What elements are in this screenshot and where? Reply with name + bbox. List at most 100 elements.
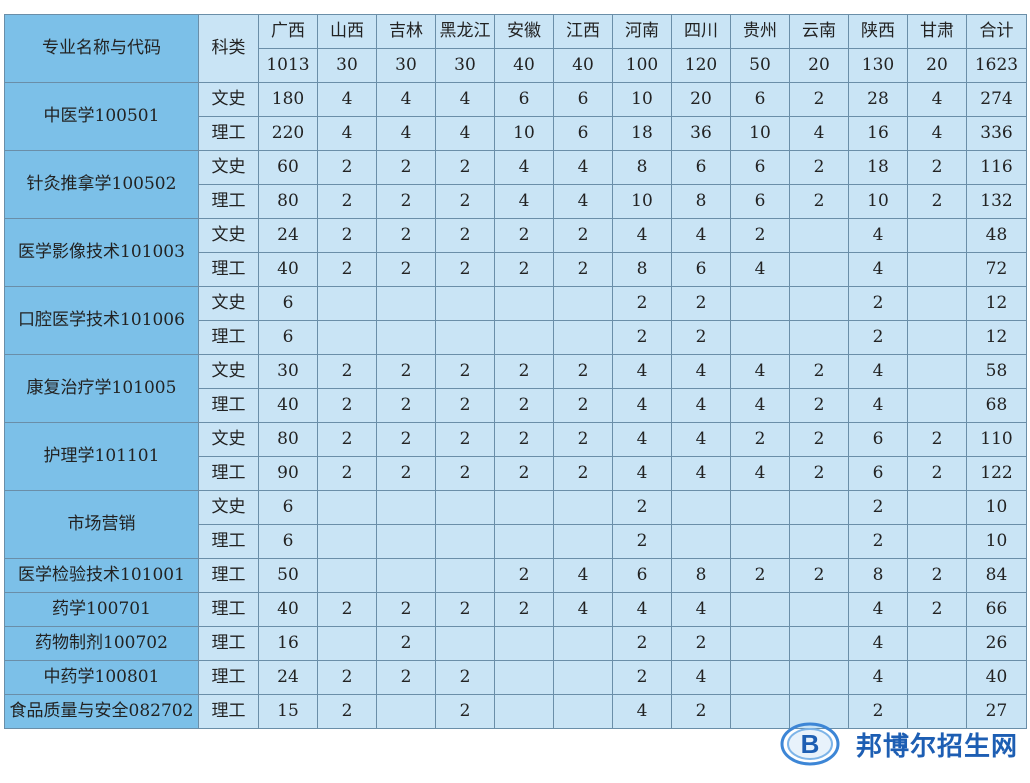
subject-type: 理工 (198, 252, 259, 287)
quota-cell: 2 (376, 252, 436, 287)
major-name: 药学100701 (4, 592, 199, 627)
quota-cell: 2 (848, 286, 908, 321)
major-name: 中药学100801 (4, 660, 199, 695)
quota-cell: 24 (258, 660, 318, 695)
quota-cell: 2 (435, 252, 495, 287)
quota-cell: 2 (494, 252, 554, 287)
province-total: 30 (317, 48, 377, 83)
header-row-provinces: 专业名称与代码 科类 广西 山西 吉林 黑龙江 安徽 江西 河南 四川 贵州 云南 陕西 甘肃 合计 (4, 14, 1027, 83)
quota-cell: 2 (435, 218, 495, 253)
quota-cell: 4 (848, 252, 908, 287)
quota-cell (730, 524, 790, 559)
province-header: 河南 (612, 14, 672, 49)
quota-cell: 2 (317, 592, 377, 627)
quota-cell: 4 (612, 456, 672, 491)
subject-type: 理工 (198, 592, 259, 627)
quota-cell: 4 (848, 660, 908, 695)
quota-cell: 4 (553, 150, 613, 185)
quota-cell: 2 (317, 354, 377, 389)
quota-cell: 10 (612, 82, 672, 117)
province-header: 安徽 (494, 14, 554, 49)
subject-type: 文史 (198, 150, 259, 185)
quota-cell: 18 (848, 150, 908, 185)
major-name: 食品质量与安全082702 (4, 694, 199, 729)
province-total: 30 (435, 48, 495, 83)
quota-cell (376, 558, 436, 593)
table-row: 中药学100801 理工 24 2 2 2 2 4 4 40 (4, 660, 1027, 695)
quota-cell: 6 (494, 82, 554, 117)
quota-cell (494, 524, 554, 559)
table-row: 医学检验技术101001 理工 50 2 4 6 8 2 2 8 2 84 (4, 558, 1027, 593)
subject-type: 理工 (198, 660, 259, 695)
major-name: 药物制剂100702 (4, 626, 199, 661)
table-row: 针灸推拿学100502 文史 60 2 2 2 4 4 8 6 6 2 18 2 116 (4, 150, 1027, 219)
quota-cell (907, 694, 967, 729)
quota-cell: 4 (848, 354, 908, 389)
quota-cell: 110 (966, 422, 1027, 457)
quota-cell (376, 490, 436, 525)
quota-cell: 220 (258, 116, 318, 151)
quota-cell: 6 (258, 286, 318, 321)
quota-cell: 6 (848, 422, 908, 457)
quota-cell: 6 (671, 252, 731, 287)
quota-cell (553, 660, 613, 695)
major-name: 护理学101101 (4, 422, 199, 491)
quota-cell: 10 (966, 524, 1027, 559)
province-total: 30 (376, 48, 436, 83)
province-total: 100 (612, 48, 672, 83)
quota-cell: 4 (494, 150, 554, 185)
quota-cell (494, 320, 554, 355)
quota-cell: 2 (789, 422, 849, 457)
quota-cell: 2 (612, 626, 672, 661)
quota-cell: 2 (494, 422, 554, 457)
quota-cell: 72 (966, 252, 1027, 287)
quota-cell: 336 (966, 116, 1027, 151)
quota-cell (671, 524, 731, 559)
quota-cell (907, 490, 967, 525)
quota-cell (671, 490, 731, 525)
quota-cell: 2 (376, 422, 436, 457)
quota-cell: 4 (730, 252, 790, 287)
subject-type: 理工 (198, 116, 259, 151)
province-total: 120 (671, 48, 731, 83)
quota-cell (317, 490, 377, 525)
quota-cell: 6 (612, 558, 672, 593)
province-total: 20 (907, 48, 967, 83)
quota-cell (553, 490, 613, 525)
quota-cell: 2 (612, 524, 672, 559)
quota-cell: 2 (494, 218, 554, 253)
quota-cell: 274 (966, 82, 1027, 117)
quota-cell: 2 (435, 354, 495, 389)
major-name: 中医学100501 (4, 82, 199, 151)
quota-cell: 40 (258, 252, 318, 287)
table-row: 食品质量与安全082702 理工 15 2 2 4 2 2 27 (4, 694, 1027, 729)
quota-cell: 4 (730, 456, 790, 491)
table-row: 理工 6 2 2 2 12 (5, 320, 1027, 355)
quota-cell (907, 218, 967, 253)
quota-cell (435, 558, 495, 593)
quota-cell: 4 (907, 82, 967, 117)
table-row: 药物制剂100702 理工 16 2 2 2 4 26 (4, 626, 1027, 661)
quota-cell (317, 286, 377, 321)
subject-type: 文史 (198, 218, 259, 253)
major-name: 针灸推拿学100502 (4, 150, 199, 219)
quota-cell: 2 (789, 558, 849, 593)
quota-cell: 10 (848, 184, 908, 219)
quota-cell: 2 (376, 456, 436, 491)
major-name: 医学影像技术101003 (4, 218, 199, 287)
quota-cell: 2 (612, 286, 672, 321)
quota-cell (907, 354, 967, 389)
table-row: 理工 6 2 2 10 (5, 524, 1027, 559)
province-header: 黑龙江 (435, 14, 495, 49)
quota-cell (730, 490, 790, 525)
quota-cell: 4 (317, 116, 377, 151)
province-total: 40 (553, 48, 613, 83)
quota-cell: 2 (317, 184, 377, 219)
quota-cell: 2 (435, 388, 495, 423)
quota-cell: 4 (671, 660, 731, 695)
quota-cell: 116 (966, 150, 1027, 185)
quota-cell (730, 320, 790, 355)
quota-cell: 2 (848, 320, 908, 355)
watermark-text: 邦博尔招生网 (856, 732, 1019, 762)
quota-cell (376, 320, 436, 355)
